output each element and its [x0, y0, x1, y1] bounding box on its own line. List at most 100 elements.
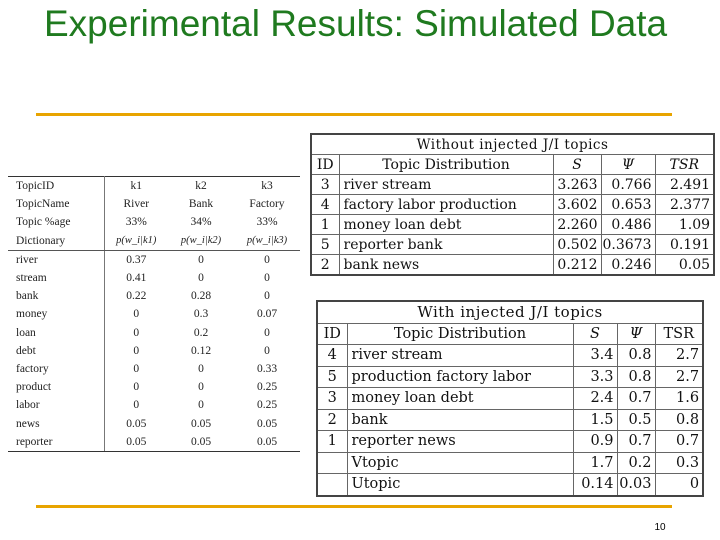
table-cell: 0: [264, 326, 270, 339]
id-cell: 1: [310, 214, 340, 235]
table-cell: 0: [133, 381, 140, 394]
topic-cell: reporter news: [346, 430, 574, 453]
table-row: 2 bank 1.5 0.5 0.8: [316, 408, 704, 431]
id-cell: 4: [310, 194, 340, 215]
value-cell: 0.7: [616, 430, 656, 453]
value-cell: 2.7: [654, 365, 704, 388]
table-cell: 0: [264, 290, 270, 303]
table-cell: k3: [234, 176, 300, 196]
row-label: loan: [8, 323, 105, 342]
page-number: 10: [654, 522, 666, 533]
topic-cell: river stream: [346, 344, 574, 367]
table-row: 2 bank news 0.212 0.246 0.05: [310, 254, 715, 276]
id-cell: 5: [316, 365, 348, 388]
table-row: reporter 0.05 0.05 0.05: [8, 432, 300, 452]
table-cell: 0.05: [126, 417, 147, 430]
table-caption: With injected J/I topics: [316, 300, 704, 324]
value-cell: 0.246: [600, 254, 656, 276]
topic-cell: factory labor production: [338, 194, 554, 215]
value-cell: 2.7: [654, 344, 704, 367]
table-row: 3 river stream 3.263 0.766 2.491: [310, 174, 715, 195]
table-cell: 0: [133, 326, 140, 339]
table-cell: 0: [198, 399, 204, 412]
bottom-divider: [36, 505, 672, 508]
table-row: money 0 0.3 0.07: [8, 305, 300, 324]
value-cell: 0.7: [654, 430, 704, 453]
row-label: reporter: [8, 432, 105, 452]
table-cell: 0.41: [126, 272, 147, 285]
table-cell: 0.28: [190, 290, 212, 303]
column-header: S: [552, 154, 602, 175]
value-cell: 1.7: [572, 451, 618, 474]
value-cell: 0.502: [552, 234, 602, 255]
table-cell: 0.3: [193, 308, 209, 321]
topic-cell: Vtopic: [346, 451, 574, 474]
id-cell: [316, 451, 348, 474]
row-label: debt: [8, 341, 105, 360]
value-cell: 3.263: [552, 174, 602, 195]
value-cell: 0.8: [654, 408, 704, 431]
table-row: 4 factory labor production 3.602 0.653 2.377: [310, 194, 715, 215]
table-row: news 0.05 0.05 0.05: [8, 414, 300, 433]
topic-cell: bank: [346, 408, 574, 431]
column-header: Ψ: [600, 154, 656, 175]
table-row: product 0 0 0.25: [8, 378, 300, 397]
column-header: S: [572, 322, 618, 345]
table-cell: 0.05: [256, 417, 278, 430]
column-header: TSR: [654, 322, 704, 345]
table-row: Utopic 0.14 0.03 0: [316, 473, 704, 496]
row-label: labor: [8, 396, 105, 415]
id-cell: 2: [310, 254, 340, 276]
table-cell: 0: [133, 308, 140, 321]
slide-title: Experimental Results: Simulated Data: [44, 3, 668, 44]
value-cell: 2.260: [552, 214, 602, 235]
top-divider: [36, 113, 672, 116]
row-label: river: [8, 250, 105, 269]
column-header: Ψ: [616, 322, 656, 345]
table-cell: 0.05: [190, 417, 212, 430]
table-cell: 0.33: [256, 362, 278, 375]
value-cell: 0: [654, 473, 704, 496]
table-cell: 0: [198, 362, 204, 375]
table-cell: River: [123, 198, 150, 211]
topic-cell: reporter bank: [338, 234, 554, 255]
value-cell: 0.8: [616, 365, 656, 388]
row-label: factory: [8, 359, 105, 379]
id-cell: 4: [316, 344, 348, 367]
value-cell: 2.4: [572, 387, 618, 410]
table-cell: 0.07: [256, 308, 278, 321]
value-cell: 2.377: [654, 194, 715, 215]
row-label: product: [8, 378, 105, 397]
with-injected-table: With injected J/I topics ID Topic Distrib…: [316, 300, 705, 497]
header-symbol: Ψ: [630, 324, 643, 344]
table-cell: 0: [198, 253, 204, 266]
value-cell: 0.8: [616, 344, 656, 367]
value-cell: 3.602: [552, 194, 602, 215]
table-row: loan 0 0.2 0: [8, 323, 300, 342]
row-label: TopicID: [8, 176, 105, 196]
table-row: 1 reporter news 0.9 0.7 0.7: [316, 430, 704, 453]
table-cell: 0: [198, 381, 204, 394]
table-cell: 0.05: [168, 432, 234, 452]
table-cell: 0: [264, 253, 270, 266]
table-cell: 0.37: [126, 253, 147, 266]
topic-cell: river stream: [338, 174, 554, 195]
table-cell: 33%: [256, 216, 278, 229]
value-cell: 0.3: [654, 451, 704, 474]
table-cell: 34%: [190, 216, 212, 229]
column-header: ID: [316, 322, 348, 345]
table-cell: 0.05: [104, 432, 168, 452]
table-cell: p(w_i|k1): [104, 231, 168, 251]
table-cell: 33%: [125, 216, 147, 229]
topic-dictionary-table: TopicID k1 k2 k3 TopicName River Bank Factory To…: [8, 176, 300, 452]
value-cell: 0.766: [600, 174, 656, 195]
table-cell: 0: [198, 272, 204, 285]
table-row: TopicName River Bank Factory: [8, 195, 300, 214]
table-row: debt 0 0.12 0: [8, 341, 300, 360]
value-cell: 0.9: [572, 430, 618, 453]
value-cell: 0.3673: [600, 234, 656, 255]
header-symbol: Ψ: [622, 156, 634, 174]
table-row: 4 river stream 3.4 0.8 2.7: [316, 344, 704, 367]
table-cell: 0.25: [256, 381, 278, 394]
